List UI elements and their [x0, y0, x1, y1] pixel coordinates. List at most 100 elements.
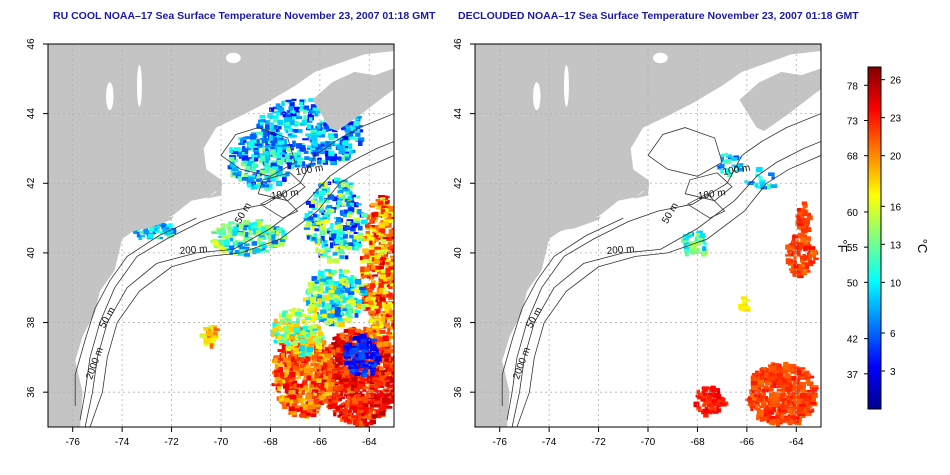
sst-pixel — [799, 255, 804, 260]
sst-pixel — [324, 382, 329, 388]
sst-pixel — [332, 286, 337, 290]
sst-pixel — [334, 306, 341, 312]
sst-pixel — [327, 404, 334, 408]
sst-pixel — [322, 361, 329, 367]
sst-pixel — [353, 366, 360, 370]
sst-pixel — [382, 377, 389, 381]
sst-pixel — [803, 218, 810, 224]
sst-pixel — [354, 382, 358, 387]
sst-pixel — [311, 294, 316, 299]
sst-pixel — [344, 356, 351, 359]
sst-pixel — [338, 273, 345, 279]
sst-pixel — [346, 231, 352, 234]
sst-pixel — [271, 240, 279, 245]
sst-pixel — [327, 365, 334, 369]
sst-pixel — [242, 227, 248, 231]
sst-pixel — [291, 353, 297, 359]
sst-pixel — [383, 277, 388, 282]
sst-pixel — [253, 147, 259, 151]
sst-pixel — [301, 161, 306, 167]
sst-pixel — [388, 229, 393, 235]
sst-pixel — [297, 149, 301, 156]
sst-pixel — [311, 237, 317, 241]
sst-pixel — [374, 342, 380, 346]
sst-pixel — [265, 141, 269, 148]
sst-pixel — [362, 258, 367, 263]
sst-pixel — [375, 269, 382, 273]
sst-pixel — [332, 410, 340, 413]
sst-pixel — [255, 219, 262, 223]
sst-pixel — [281, 371, 289, 377]
sst-pixel — [388, 367, 394, 372]
sst-pixel — [324, 150, 330, 157]
sst-pixel — [261, 245, 268, 248]
sst-pixel — [293, 107, 300, 113]
sst-pixel — [152, 231, 157, 235]
land-mass — [475, 44, 821, 427]
sst-pixel — [395, 314, 401, 318]
sst-pixel — [164, 230, 168, 236]
sst-pixel — [808, 262, 814, 267]
sst-pixel — [394, 227, 398, 230]
sst-pixel — [282, 138, 287, 145]
sst-pixel — [329, 242, 334, 249]
sst-pixel — [259, 122, 264, 126]
sst-pixel — [351, 415, 358, 419]
sst-pixel — [357, 128, 363, 133]
sst-pixel — [395, 378, 402, 382]
sst-pixel — [766, 372, 773, 379]
sst-pixel — [384, 272, 392, 279]
sst-pixel — [312, 337, 317, 342]
sst-pixel — [157, 223, 164, 227]
lon-tick-label: -72 — [591, 437, 606, 448]
sst-pixel — [136, 233, 141, 238]
sst-pixel — [203, 327, 211, 331]
sst-pixel — [307, 308, 313, 315]
sst-pixel — [337, 202, 343, 206]
sst-pixel — [314, 281, 319, 285]
sst-pixel — [770, 404, 777, 408]
sst-pixel — [353, 332, 361, 338]
sst-pixel — [368, 320, 375, 324]
sst-pixel — [370, 261, 374, 268]
sst-pixel — [750, 408, 754, 412]
sst-pixel — [331, 141, 335, 145]
sst-pixel — [359, 129, 364, 133]
sst-pixel — [327, 308, 333, 311]
sst-pixel — [697, 237, 704, 241]
sst-pixel — [329, 403, 337, 406]
sst-pixel — [343, 392, 350, 395]
sst-pixel — [250, 184, 255, 190]
sst-pixel — [812, 392, 818, 398]
sst-pixel — [321, 313, 327, 318]
sst-pixel — [272, 244, 280, 247]
sst-pixel — [347, 121, 355, 126]
sst-pixel — [272, 115, 279, 119]
sst-pixel — [801, 243, 805, 249]
sst-pixel — [285, 357, 290, 364]
sst-pixel — [715, 394, 722, 400]
bathymetry-contour — [74, 217, 197, 407]
sst-pixel — [784, 386, 792, 393]
lat-tick-label: 42 — [453, 177, 464, 189]
sst-pixel — [347, 420, 353, 425]
sst-pixel — [322, 251, 328, 257]
sst-pixel — [791, 398, 796, 405]
sst-pixel — [328, 289, 335, 293]
sst-pixel — [387, 378, 394, 384]
sst-pixel — [211, 331, 218, 337]
sst-pixel — [357, 384, 365, 390]
sst-pixel — [315, 370, 320, 375]
sst-pixel — [390, 377, 394, 381]
sst-pixel — [799, 369, 805, 373]
sst-pixel — [288, 134, 292, 138]
sst-pixel — [343, 378, 350, 383]
sst-pixel — [311, 360, 317, 364]
sst-pixel — [388, 348, 394, 354]
sst-pixel — [309, 117, 313, 122]
sst-pixel — [791, 406, 799, 411]
fahrenheit-tick-label: 37 — [847, 370, 859, 381]
sst-pixel — [339, 333, 345, 339]
sst-pixel — [749, 403, 756, 409]
